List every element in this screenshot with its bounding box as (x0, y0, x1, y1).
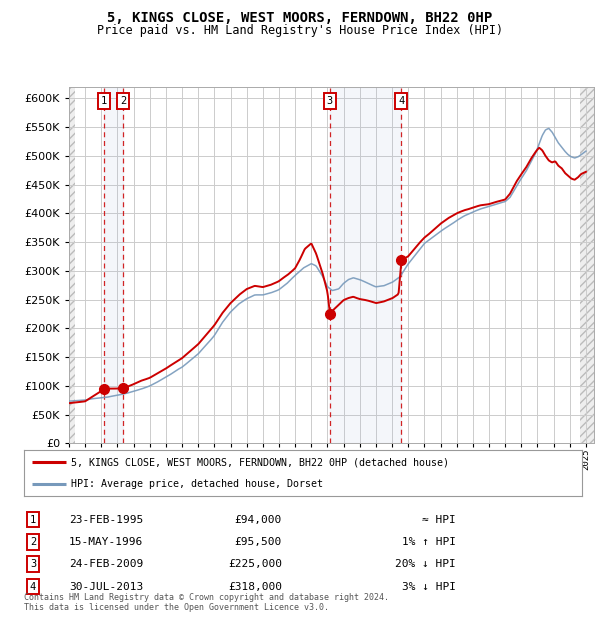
Text: 2: 2 (30, 537, 36, 547)
Text: HPI: Average price, detached house, Dorset: HPI: Average price, detached house, Dors… (71, 479, 323, 489)
Text: 15-MAY-1996: 15-MAY-1996 (69, 537, 143, 547)
Bar (330, 87, 401, 443)
Text: Contains HM Land Registry data © Crown copyright and database right 2024.
This d: Contains HM Land Registry data © Crown c… (24, 593, 389, 612)
Text: 4: 4 (30, 582, 36, 591)
Text: 1% ↑ HPI: 1% ↑ HPI (402, 537, 456, 547)
Text: £95,500: £95,500 (235, 537, 282, 547)
Text: £94,000: £94,000 (235, 515, 282, 525)
Text: £225,000: £225,000 (228, 559, 282, 569)
Text: 1: 1 (30, 515, 36, 525)
Text: 5, KINGS CLOSE, WEST MOORS, FERNDOWN, BH22 0HP (detached house): 5, KINGS CLOSE, WEST MOORS, FERNDOWN, BH… (71, 457, 449, 467)
Text: 24-FEB-2009: 24-FEB-2009 (69, 559, 143, 569)
Text: 2: 2 (121, 96, 127, 106)
Text: 23-FEB-1995: 23-FEB-1995 (69, 515, 143, 525)
Text: 30-JUL-2013: 30-JUL-2013 (69, 582, 143, 591)
Text: 5, KINGS CLOSE, WEST MOORS, FERNDOWN, BH22 0HP: 5, KINGS CLOSE, WEST MOORS, FERNDOWN, BH… (107, 11, 493, 25)
Text: 3% ↓ HPI: 3% ↓ HPI (402, 582, 456, 591)
Text: 20% ↓ HPI: 20% ↓ HPI (395, 559, 456, 569)
Text: Price paid vs. HM Land Registry's House Price Index (HPI): Price paid vs. HM Land Registry's House … (97, 24, 503, 37)
Bar (580, 87, 596, 443)
Bar (69, 87, 76, 443)
Text: 3: 3 (30, 559, 36, 569)
Text: £318,000: £318,000 (228, 582, 282, 591)
Text: 3: 3 (327, 96, 333, 106)
Text: 4: 4 (398, 96, 404, 106)
Text: 1: 1 (100, 96, 107, 106)
Text: ≈ HPI: ≈ HPI (422, 515, 456, 525)
Bar (104, 87, 124, 443)
